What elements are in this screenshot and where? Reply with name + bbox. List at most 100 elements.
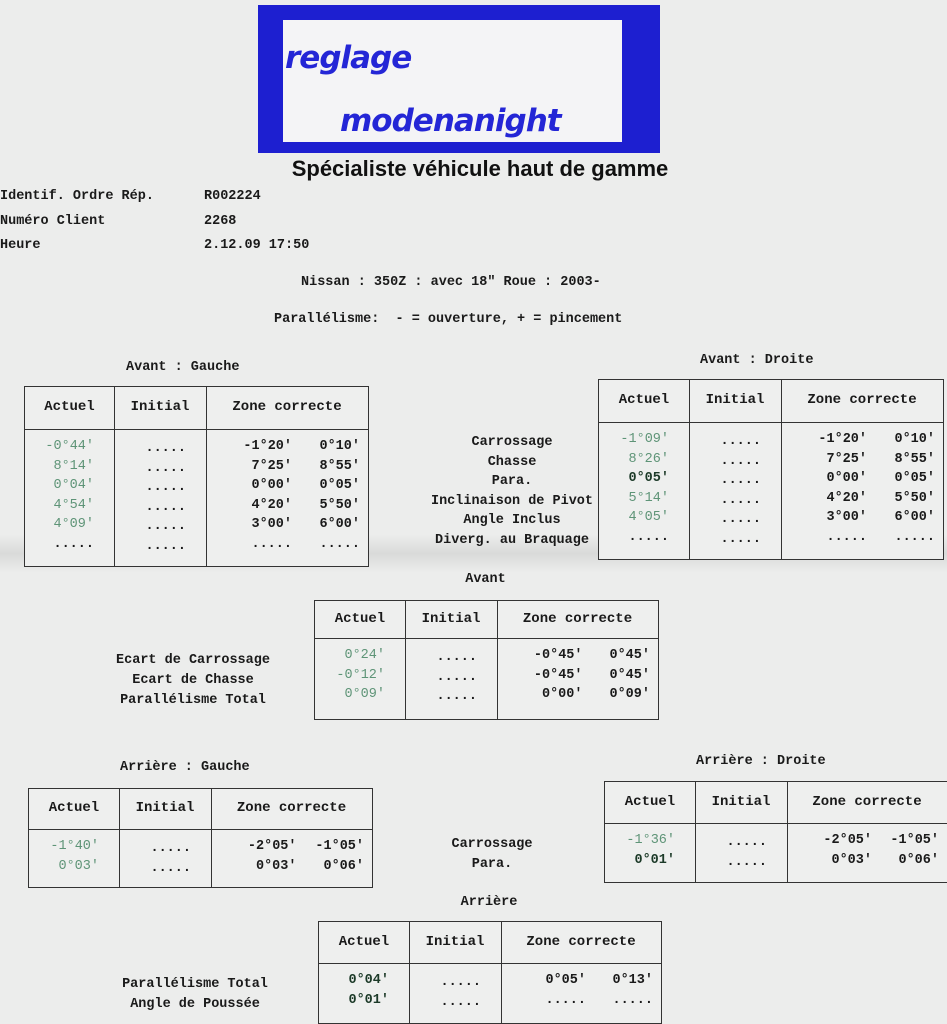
column-header-zone: Zone correcte (236, 800, 347, 816)
zone-max: 8°55' (894, 451, 935, 467)
initial-value: ..... (720, 473, 761, 488)
column-header-initial: Initial (705, 392, 765, 408)
initial-value: ..... (150, 841, 191, 856)
zone-max: 0°06' (323, 858, 364, 874)
initial-value: ..... (436, 689, 477, 704)
initial-value: ..... (145, 480, 186, 495)
zone-min: 0°00' (826, 471, 867, 486)
column-header-zone: Zone correcte (232, 399, 342, 415)
column-header-zone: Zone correcte (526, 933, 636, 950)
column-divider (206, 387, 207, 566)
zone-max: -1°05' (890, 833, 939, 848)
logo: reglage modenanight (258, 5, 660, 153)
column-divider (119, 789, 120, 887)
front-label: Chasse (487, 454, 537, 470)
zone-max: 0°05' (894, 471, 935, 486)
initial-value: ..... (726, 835, 767, 850)
initial-value: ..... (726, 854, 767, 870)
zone-min: 4°20' (826, 490, 867, 506)
zone-max: 0°45' (609, 648, 650, 663)
actuel-value: 4°05' (628, 510, 669, 525)
logo-line2: modenanight (340, 103, 562, 139)
zone-max: 8°55' (319, 458, 360, 474)
zone-min: 3°00' (251, 517, 292, 532)
column-header-actuel: Actuel (48, 800, 100, 816)
zone-min: -1°20' (243, 439, 292, 454)
rear_left-heading: Arrière : Gauche (120, 760, 250, 775)
zone-min: -0°45' (533, 667, 583, 683)
zone-max: ..... (319, 536, 360, 552)
zone-min: ..... (545, 992, 586, 1008)
info-value-order: R002224 (204, 189, 261, 204)
zone-min: 7°25' (251, 458, 292, 474)
column-header-actuel: Actuel (624, 793, 676, 810)
column-header-initial: Initial (135, 800, 195, 816)
toe-note: Parallélisme: - = ouverture, + = pinceme… (274, 312, 623, 327)
column-divider (787, 782, 788, 882)
initial-value: ..... (720, 434, 761, 449)
zone-max: 6°00' (894, 510, 935, 525)
table-header-divider (25, 387, 368, 430)
zone-min: -2°05' (247, 839, 297, 854)
zone-min: -0°45' (533, 648, 583, 663)
front_left-table: Actuel Initial Zone correcte -0°44'..... -1°… (24, 386, 369, 567)
actuel-value: 0°01' (634, 852, 675, 868)
initial-value: ..... (440, 994, 481, 1010)
rear-axle-label: Angle de Poussée (130, 997, 260, 1012)
column-divider (497, 601, 498, 719)
front-axle-label: Ecart de Carrossage (116, 653, 270, 668)
column-divider (405, 601, 406, 719)
initial-value: ..... (720, 492, 761, 508)
actuel-value: 0°04' (348, 973, 389, 988)
column-divider (781, 380, 782, 559)
actuel-value: 0°04' (53, 478, 94, 493)
front-label: Inclinaison de Pivot (430, 493, 594, 509)
column-header-initial: Initial (425, 933, 485, 950)
zone-max: 5°50' (894, 490, 935, 506)
front-label: Para. (491, 474, 533, 489)
column-header-zone: Zone correcte (812, 793, 922, 810)
zone-min: ..... (826, 529, 867, 545)
zone-max: 0°10' (319, 439, 360, 454)
front-label: Diverg. au Braquage (435, 532, 589, 548)
zone-max: ..... (894, 529, 935, 545)
table-header-divider (605, 782, 947, 824)
zone-min: 7°25' (826, 451, 867, 467)
rear_axle-table: Actuel Initial Zone correcte 0°04'..... 0°05… (318, 921, 662, 1024)
initial-value: ..... (436, 650, 477, 665)
front_right-table: Actuel Initial Zone correcte -1°09'..... -1°… (598, 379, 944, 560)
column-header-initial: Initial (711, 793, 771, 810)
front_right-heading: Avant : Droite (700, 353, 814, 368)
column-divider (409, 922, 410, 1023)
actuel-value: 5°14' (628, 490, 669, 506)
front-axle-label: Ecart de Chasse (132, 673, 254, 688)
vehicle-line: Nissan : 350Z : avec 18" Roue : 2003- (301, 275, 601, 290)
actuel-value: -1°09' (620, 432, 669, 447)
rear-label: Para. (471, 856, 513, 872)
initial-value: ..... (436, 669, 477, 685)
actuel-value: 4°54' (53, 497, 94, 513)
info-value-client: 2268 (204, 214, 237, 229)
actuel-value: -1°36' (626, 833, 675, 848)
zone-max: 0°06' (898, 852, 939, 868)
column-divider (501, 922, 502, 1023)
zone-min: 3°00' (826, 510, 867, 525)
initial-value: ..... (145, 460, 186, 476)
actuel-value: 4°09' (53, 517, 94, 532)
zone-max: 6°00' (319, 517, 360, 532)
actuel-value: 0°05' (628, 471, 669, 486)
actuel-value: 0°24' (344, 648, 385, 663)
initial-value: ..... (145, 519, 186, 534)
zone-max: 0°13' (612, 973, 653, 988)
zone-min: 0°05' (545, 973, 586, 988)
zone-min: 0°03' (831, 852, 872, 868)
initial-value: ..... (145, 499, 186, 515)
column-header-initial: Initial (421, 610, 481, 627)
initial-value: ..... (145, 441, 186, 456)
rear-label: Carrossage (451, 837, 533, 852)
table-header-divider (315, 601, 658, 639)
column-header-actuel: Actuel (618, 392, 670, 408)
actuel-value: -1°40' (50, 839, 99, 854)
zone-min: 0°00' (251, 478, 292, 493)
zone-min: 0°00' (541, 687, 583, 702)
